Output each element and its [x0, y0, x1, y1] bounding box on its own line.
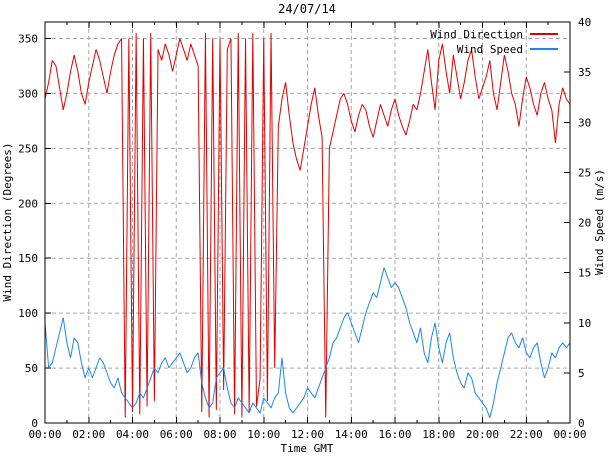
y-right-tick-label: 35 — [578, 66, 591, 79]
y-right-tick-label: 40 — [578, 16, 591, 29]
y-right-tick-label: 30 — [578, 116, 591, 129]
legend-label-wind-direction: Wind Direction — [430, 28, 523, 41]
y-right-tick-label: 25 — [578, 166, 591, 179]
x-tick-label: 22:00 — [510, 428, 543, 441]
y-left-tick-label: 0 — [31, 417, 38, 430]
x-tick-label: 12:00 — [291, 428, 324, 441]
x-axis-title: Time GMT — [281, 442, 334, 455]
y-right-tick-label: 15 — [578, 267, 591, 280]
x-tick-label: 08:00 — [203, 428, 236, 441]
x-tick-label: 16:00 — [378, 428, 411, 441]
x-tick-label: 04:00 — [116, 428, 149, 441]
y-left-tick-label: 250 — [18, 142, 38, 155]
x-tick-label: 00:00 — [553, 428, 586, 441]
x-tick-label: 14:00 — [335, 428, 368, 441]
x-tick-label: 06:00 — [160, 428, 193, 441]
x-tick-label: 02:00 — [72, 428, 105, 441]
y-left-axis-title: Wind Direction (Degrees) — [1, 143, 14, 302]
series-wind-speed — [44, 267, 571, 419]
y-left-tick-label: 350 — [18, 32, 38, 45]
y-right-axis-title: Wind Speed (m/s) — [593, 169, 606, 275]
y-right-tick-label: 5 — [578, 367, 585, 380]
y-right-tick-label: 20 — [578, 217, 591, 230]
x-tick-label: 10:00 — [247, 428, 280, 441]
x-tick-label: 20:00 — [466, 428, 499, 441]
plot-generated-content: 0 50 100 150 200 250 300 350 0 5 10 15 20 25 30 35 40 00:… — [18, 16, 591, 441]
y-left-tick-label: 150 — [18, 252, 38, 265]
y-left-tick-label: 100 — [18, 307, 38, 320]
series-wind-direction — [44, 32, 571, 418]
y-right-tick-label: 0 — [578, 417, 585, 430]
plot-border — [44, 21, 571, 424]
x-tick-label: 18:00 — [422, 428, 455, 441]
x-tick-label: 00:00 — [28, 428, 61, 441]
chart-title: 24/07/14 — [278, 2, 336, 16]
y-left-tick-label: 300 — [18, 87, 38, 100]
legend-label-wind-speed: Wind Speed — [457, 43, 523, 56]
y-right-tick-label: 10 — [578, 317, 591, 330]
y-left-tick-label: 200 — [18, 197, 38, 210]
y-left-tick-label: 50 — [25, 362, 38, 375]
